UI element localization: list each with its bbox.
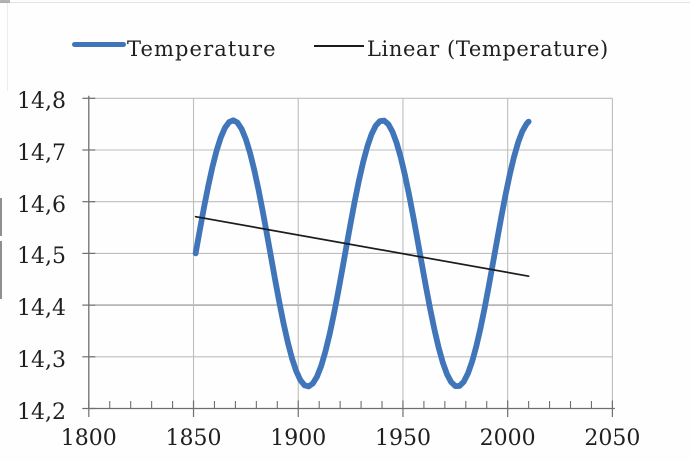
y-tick-label: 14,4	[17, 296, 66, 322]
y-tick-label: 14,8	[17, 89, 66, 115]
series-line-temperature	[192, 117, 532, 390]
scan-artifact-left-edge-lower	[0, 241, 2, 299]
scan-artifact-left-edge-upper	[0, 198, 2, 236]
legend-label-temperature: Temperature	[127, 37, 277, 61]
y-tick-label: 14,2	[17, 399, 66, 425]
y-tick-label: 14,6	[17, 192, 66, 218]
x-tick-label: 2000	[479, 426, 536, 451]
legend-label-linear-temperature: Linear (Temperature)	[367, 37, 609, 61]
x-tick-label: 1950	[374, 426, 431, 451]
x-tick-label: 1850	[165, 426, 222, 451]
legend-line-temperature-icon	[72, 41, 126, 47]
scan-artifact-left-hairline	[7, 3, 8, 91]
y-tick-label: 14,5	[17, 244, 66, 270]
y-tick-label: 14,7	[17, 141, 66, 166]
legend-line-linear-icon	[314, 45, 364, 47]
scan-artifact-top-border	[0, 2, 690, 3]
x-tick-label: 1800	[60, 426, 117, 451]
series-line-linear-trend	[194, 215, 530, 277]
scan-artifact-top-left-corner	[0, 0, 10, 3]
x-tick-label: 2050	[584, 426, 641, 451]
y-tick-label: 14,3	[17, 347, 66, 373]
x-tick-label: 1900	[270, 426, 327, 451]
